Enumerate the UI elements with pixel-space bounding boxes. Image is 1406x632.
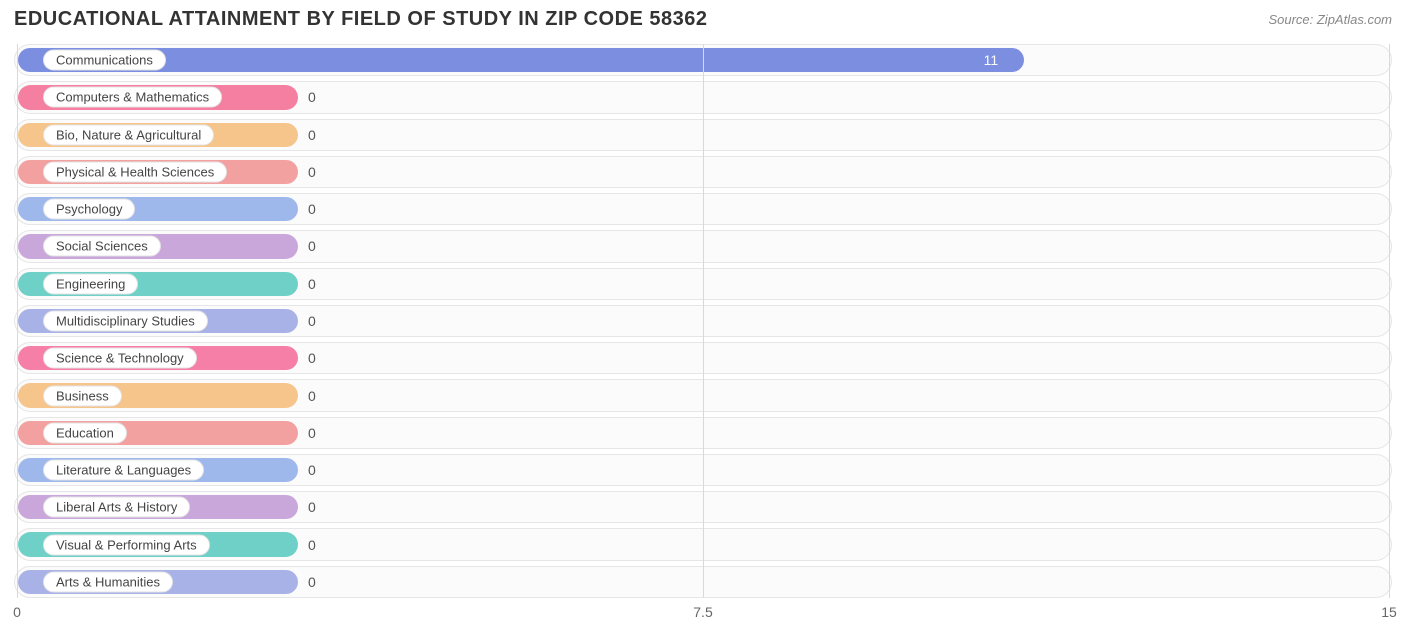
bar xyxy=(18,48,1024,72)
value-label: 0 xyxy=(308,201,316,217)
value-label: 0 xyxy=(308,350,316,366)
category-label: Communications xyxy=(43,50,166,71)
category-label: Education xyxy=(43,422,127,443)
value-label: 11 xyxy=(984,52,999,68)
value-label: 0 xyxy=(308,462,316,478)
category-label: Multidisciplinary Studies xyxy=(43,310,208,331)
grid-line xyxy=(1389,44,1390,598)
value-label: 0 xyxy=(308,238,316,254)
value-label: 0 xyxy=(308,499,316,515)
category-label: Business xyxy=(43,385,122,406)
value-label: 0 xyxy=(308,537,316,553)
x-tick-label: 0 xyxy=(13,604,21,620)
category-label: Engineering xyxy=(43,273,138,294)
value-label: 0 xyxy=(308,276,316,292)
category-label: Computers & Mathematics xyxy=(43,87,222,108)
category-label: Psychology xyxy=(43,199,135,220)
grid-line xyxy=(703,44,704,598)
value-label: 0 xyxy=(308,164,316,180)
value-label: 0 xyxy=(308,574,316,590)
value-label: 0 xyxy=(308,313,316,329)
chart-container: EDUCATIONAL ATTAINMENT BY FIELD OF STUDY… xyxy=(0,0,1406,632)
value-label: 0 xyxy=(308,89,316,105)
category-label: Bio, Nature & Agricultural xyxy=(43,124,214,145)
chart-source: Source: ZipAtlas.com xyxy=(1268,12,1392,27)
category-label: Literature & Languages xyxy=(43,460,204,481)
x-axis-ticks: 07.515 xyxy=(14,604,1392,624)
category-label: Arts & Humanities xyxy=(43,571,173,592)
category-label: Science & Technology xyxy=(43,348,197,369)
value-label: 0 xyxy=(308,388,316,404)
category-label: Liberal Arts & History xyxy=(43,497,190,518)
value-label: 0 xyxy=(308,425,316,441)
category-label: Physical & Health Sciences xyxy=(43,161,227,182)
x-tick-label: 7.5 xyxy=(693,604,712,620)
x-tick-label: 15 xyxy=(1381,604,1397,620)
category-label: Visual & Performing Arts xyxy=(43,534,210,555)
plot-area: Communications 11 Computers & Mathematics 0… xyxy=(14,44,1392,598)
grid-line xyxy=(17,44,18,598)
value-label: 0 xyxy=(308,127,316,143)
chart-title: EDUCATIONAL ATTAINMENT BY FIELD OF STUDY… xyxy=(14,8,708,31)
category-label: Social Sciences xyxy=(43,236,161,257)
